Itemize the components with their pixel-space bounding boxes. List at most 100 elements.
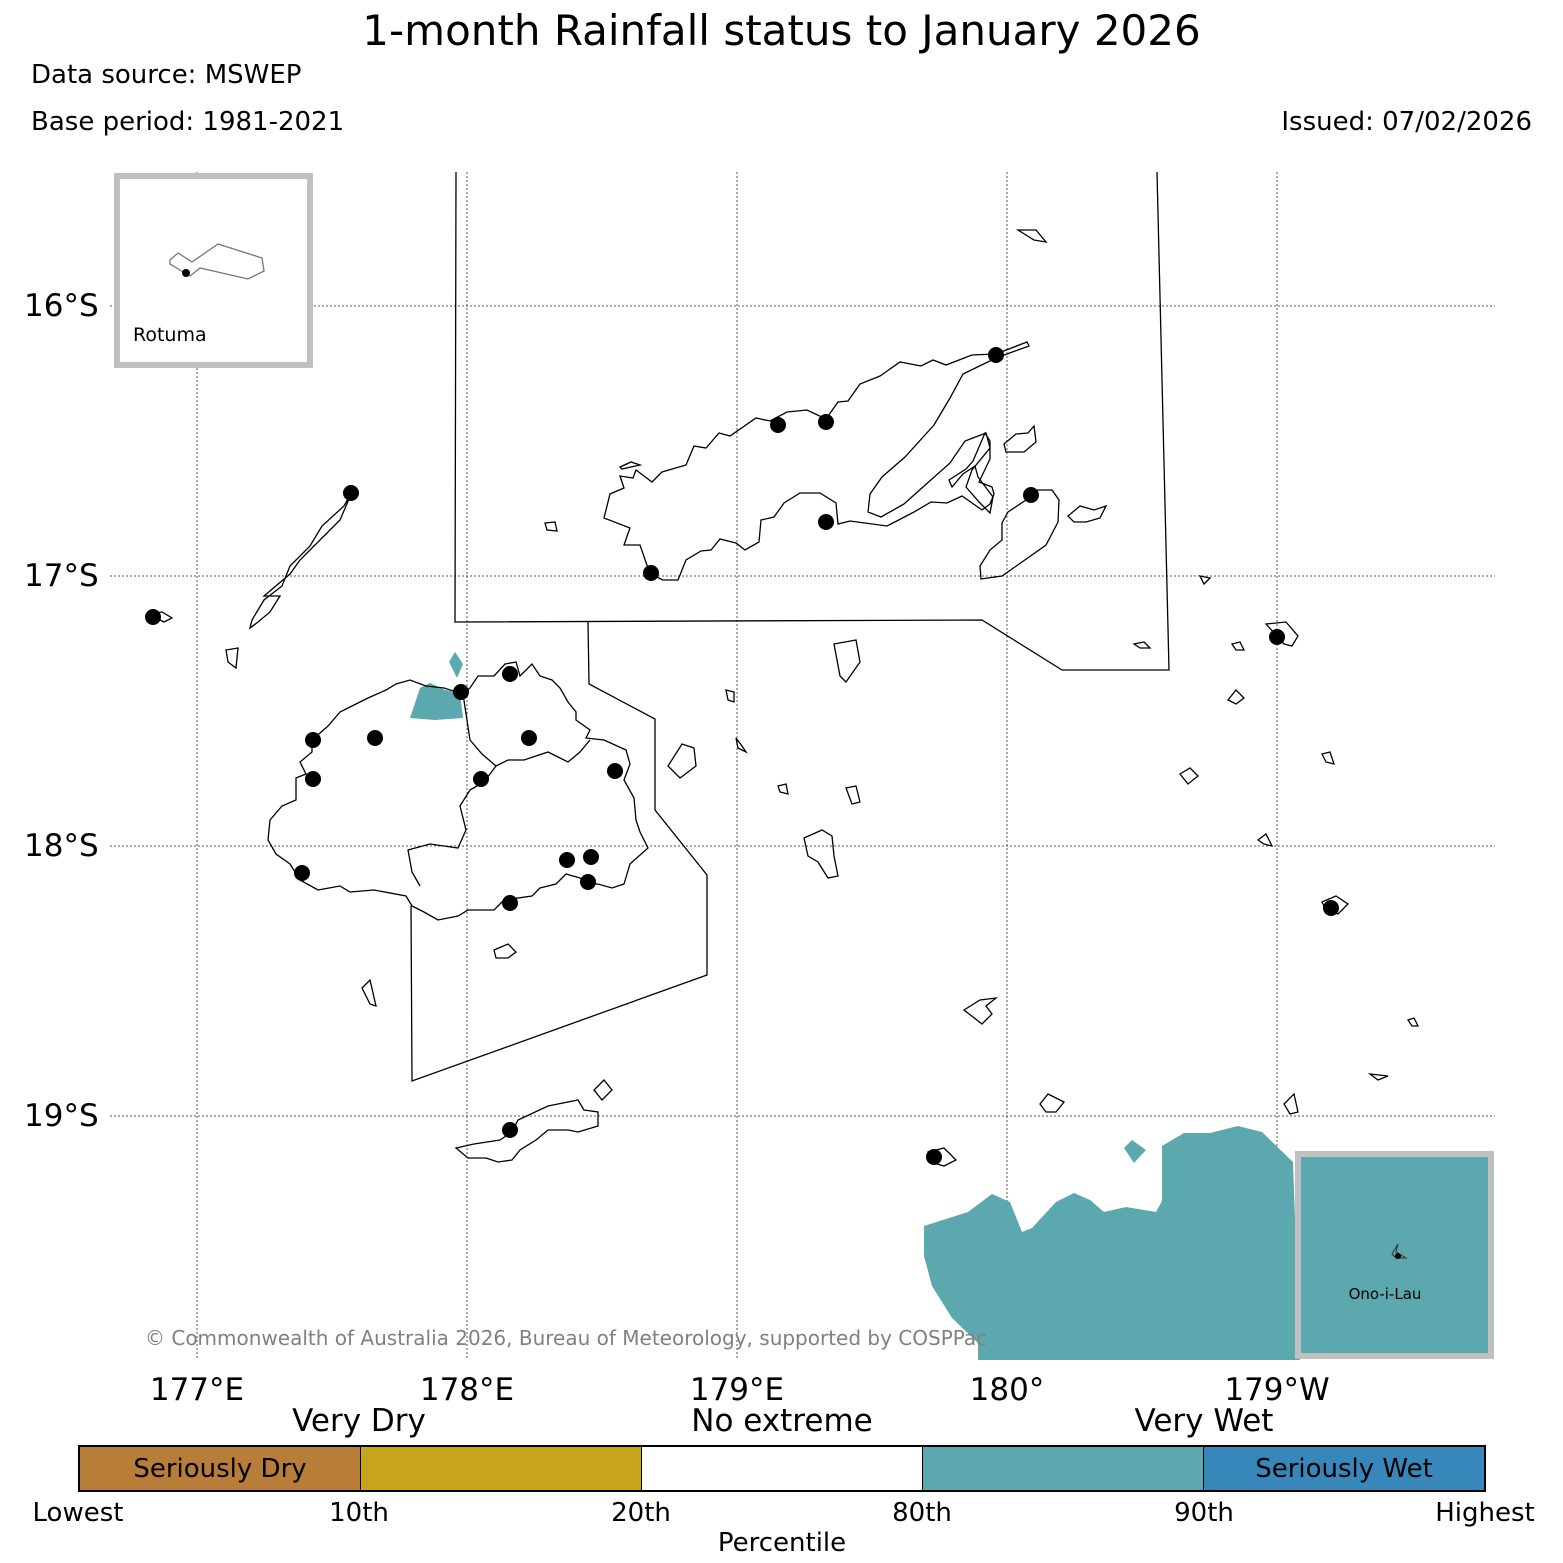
station-markers: [145, 347, 1339, 1165]
islet-outline: [1179, 767, 1199, 785]
province-boundary: [462, 693, 591, 767]
very-wet-areas: [410, 652, 1300, 1360]
ovalau-outline: [667, 743, 697, 779]
station-marker: [305, 732, 321, 748]
province-boundary: [407, 765, 497, 887]
station-marker: [145, 609, 161, 625]
very-wet-area-islet: [449, 652, 463, 678]
very-wet-area-viti-levu-north: [410, 683, 463, 720]
station-marker: [502, 666, 518, 682]
ono-i-lau-label: Ono-i-Lau: [1349, 1285, 1422, 1303]
percentile-tick-lowest: Lowest: [32, 1498, 124, 1528]
islet-outline: [1230, 641, 1246, 651]
station-marker: [1323, 900, 1339, 916]
islet-outline: [1226, 689, 1245, 705]
legend-segment-no-extreme: [642, 1447, 923, 1490]
islet-outline: [1132, 641, 1152, 649]
islet-outline: [493, 943, 517, 959]
rotuma-station-marker: [182, 269, 190, 277]
percentile-tick-10th: 10th: [329, 1498, 389, 1528]
division-boundary: [410, 621, 708, 1082]
station-marker: [1023, 487, 1039, 503]
percentile-tick-20th: 20th: [611, 1498, 671, 1528]
legend-segment-very-wet: [923, 1447, 1204, 1490]
station-marker: [502, 1122, 518, 1138]
legend-category-very-dry: Very Dry: [292, 1403, 426, 1439]
legend-segment-seriously-dry: Seriously Dry: [80, 1447, 361, 1490]
base-period-text: Base period: 1981-2021: [31, 107, 345, 137]
kadavu-outline: [454, 1099, 599, 1163]
station-marker: [521, 730, 537, 746]
islet-outline: [544, 521, 558, 532]
islet-outline: [1406, 1017, 1420, 1027]
islet-outline: [1283, 1092, 1299, 1115]
station-marker: [770, 417, 786, 433]
yasawa-outline: [248, 491, 353, 630]
northern-division-boundary: [454, 171, 1170, 671]
islet-outline: [725, 689, 735, 703]
lon-label-178E: 178°E: [420, 1372, 514, 1408]
lon-label-179W: 179°W: [1224, 1372, 1329, 1408]
very-wet-area-lau-islet: [1124, 1140, 1146, 1163]
very-wet-area-lau-south: [924, 1126, 1300, 1360]
copyright-text: © Commonwealth of Australia 2026, Bureau…: [145, 1326, 987, 1350]
station-marker: [343, 485, 359, 501]
map-title: 1-month Rainfall status to January 2026: [362, 6, 1201, 55]
station-marker: [926, 1149, 942, 1165]
percentile-axis-label: Percentile: [717, 1528, 847, 1558]
vanua-levu-outline: [603, 341, 1030, 581]
data-source-text: Data source: MSWEP: [31, 60, 302, 90]
lauthala-outline: [1067, 504, 1108, 523]
station-marker: [583, 849, 599, 865]
islet-outline: [618, 461, 643, 470]
legend-category-no-extreme: No extreme: [691, 1403, 873, 1439]
cikobia-outline: [1015, 229, 1048, 243]
qamea-outline: [1003, 424, 1037, 453]
lat-label-18S: 18°S: [24, 828, 99, 864]
islet-outline: [1321, 751, 1335, 765]
lon-label-177E: 177°E: [150, 1372, 244, 1408]
station-marker: [580, 874, 596, 890]
islet-outline: [225, 647, 239, 670]
percentile-tick-90th: 90th: [1174, 1498, 1234, 1528]
station-marker: [643, 565, 659, 581]
viti-levu-outline: [267, 661, 649, 921]
lon-label-179E: 179°E: [690, 1372, 784, 1408]
station-marker: [607, 763, 623, 779]
islet-outline: [735, 737, 748, 754]
ono-i-lau-inset: [1295, 1151, 1494, 1359]
station-marker: [305, 771, 321, 787]
rotuma-label: Rotuma: [133, 324, 207, 346]
gau-outline: [803, 829, 839, 879]
station-marker: [988, 347, 1004, 363]
lon-label-180: 180°: [970, 1372, 1045, 1408]
station-marker: [818, 514, 834, 530]
islet-outline: [1039, 1093, 1066, 1113]
legend-segment-seriously-wet: Seriously Wet: [1204, 1447, 1484, 1490]
station-marker: [818, 414, 834, 430]
lat-label-19S: 19°S: [24, 1098, 99, 1134]
station-marker: [1269, 629, 1285, 645]
ono-i-lau-station-marker: [1395, 1253, 1401, 1259]
land-outlines: [145, 171, 1420, 1167]
station-marker: [453, 684, 469, 700]
islet-outline: [1367, 1073, 1389, 1081]
station-marker: [473, 771, 489, 787]
percentile-tick-80th: 80th: [892, 1498, 952, 1528]
islet-outline: [962, 997, 999, 1025]
ono-i-lau-inset-frame: [1295, 1151, 1494, 1359]
islet-outline: [777, 783, 789, 795]
rotuma-inset: [114, 173, 313, 368]
islet-outline: [361, 978, 377, 1007]
legend-colorbar: Seriously Dry Seriously Wet: [78, 1445, 1486, 1492]
percentile-tick-highest: Highest: [1435, 1498, 1535, 1528]
taveuni-outline: [979, 489, 1060, 580]
islet-outline: [593, 1079, 613, 1101]
legend-segment-very-dry: [361, 1447, 642, 1490]
islet-outline: [1198, 575, 1212, 586]
legend-category-very-wet: Very Wet: [1134, 1403, 1274, 1439]
station-marker: [502, 895, 518, 911]
station-marker: [367, 730, 383, 746]
issued-date-text: Issued: 07/02/2026: [1281, 107, 1532, 137]
